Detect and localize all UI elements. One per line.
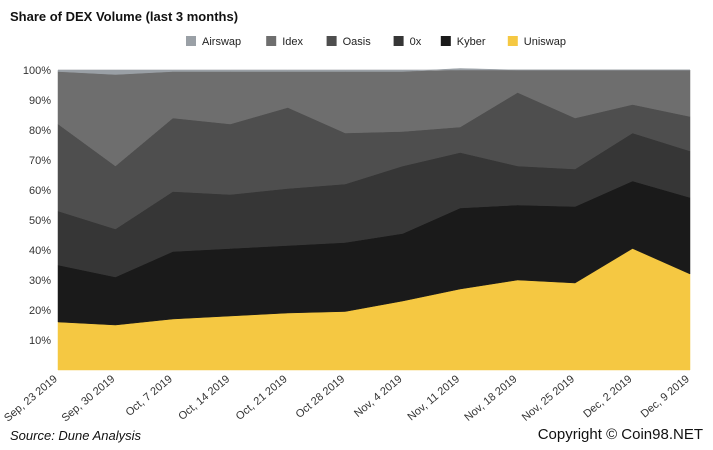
y-tick-label: 50% [29,215,51,227]
x-tick-label: Dec, 9 2019 [639,373,692,420]
x-tick-label: Oct 28 2019 [294,373,348,421]
legend-label-oasis: Oasis [343,36,372,48]
x-tick-label: Dec, 2 2019 [581,373,634,420]
y-tick-label: 80% [29,125,51,137]
y-tick-label: 100% [23,65,51,77]
legend-label-uniswap: Uniswap [524,36,566,48]
legend-label-kyber: Kyber [457,36,486,48]
x-tick-label: Oct, 14 2019 [176,373,232,423]
x-tick-label: Nov, 4 2019 [352,373,405,420]
legend-swatch-oasis [326,36,337,46]
y-axis-ticks: 10% 20% 30% 40% 50% 60% 70% 80% 90% 100% [23,65,51,347]
y-tick-label: 60% [29,185,51,197]
copyright-notice: Copyright © Coin98.NET [537,426,703,443]
x-tick-label: Sep, 23 2019 [2,373,60,424]
area-airswap [57,68,690,75]
y-tick-label: 70% [29,155,51,167]
x-tick-label: Sep, 30 2019 [60,373,118,424]
x-axis-ticks: Sep, 23 2019 Sep, 30 2019 Oct, 7 2019 Oct, … [2,373,692,424]
x-tick-label: Nov, 11 2019 [406,373,463,423]
legend-swatch-airswap [186,36,196,46]
area-series [57,68,691,371]
legend-label-0x: 0x [410,36,422,48]
chart-title: Share of DEX Volume (last 3 months) [10,9,239,24]
y-tick-label: 10% [29,335,51,347]
x-tick-label: Oct, 21 2019 [234,373,290,423]
x-tick-label: Oct, 7 2019 [124,373,175,419]
x-tick-label: Nov, 18 2019 [462,373,519,424]
y-tick-label: 20% [29,305,51,317]
legend-swatch-uniswap [507,36,518,46]
y-tick-label: 30% [29,275,51,287]
y-tick-label: 40% [29,245,51,257]
legend: Airswap Idex Oasis 0x Kyber Uniswap [186,36,566,48]
legend-swatch-idex [266,36,277,46]
x-tick-label: Nov, 25 2019 [520,373,577,424]
legend-label-airswap: Airswap [202,36,241,48]
legend-swatch-0x [393,36,404,46]
y-tick-label: 90% [29,95,51,107]
legend-label-idex: Idex [282,36,303,48]
legend-swatch-kyber [440,36,451,46]
source-note: Source: Dune Analysis [10,428,142,443]
